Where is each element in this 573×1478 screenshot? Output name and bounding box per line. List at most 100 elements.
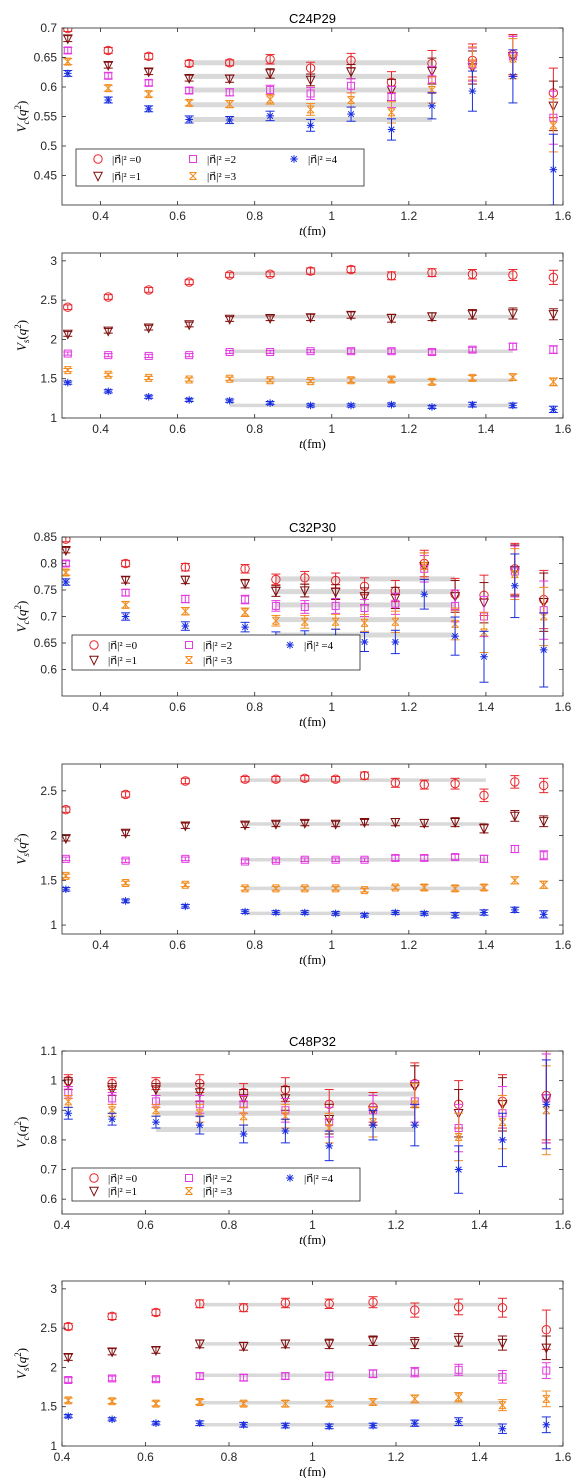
legend-item: |n⃗|² =1 [88, 655, 137, 667]
x-tick-label: 1.2 [401, 938, 418, 952]
series-4 [63, 1412, 551, 1434]
data-point [330, 819, 341, 830]
triangle-marker [324, 1339, 335, 1350]
data-point [479, 883, 489, 892]
hourglass-marker [272, 616, 280, 625]
circle-marker [224, 58, 235, 68]
data-point [144, 90, 154, 99]
triangle-marker [305, 313, 316, 324]
data-point [151, 1375, 161, 1384]
data-point [184, 73, 195, 84]
data-point [507, 307, 518, 320]
x-tick-label: 1.4 [478, 700, 495, 714]
data-point [450, 884, 460, 893]
data-point [306, 118, 316, 132]
data-point [184, 115, 194, 124]
triangle-marker [386, 314, 397, 325]
triangle-marker [107, 1085, 118, 1096]
triangle-marker [359, 592, 370, 603]
data-point [467, 345, 477, 354]
asterisk-marker [286, 641, 294, 649]
y-tick-label: 0.55 [34, 110, 58, 124]
data-layer [63, 1296, 552, 1434]
triangle-marker [507, 309, 518, 320]
data-point [62, 568, 71, 577]
data-point [121, 856, 131, 865]
triangle-marker [390, 817, 401, 828]
data-point [346, 264, 356, 275]
asterisk-marker [195, 1121, 204, 1129]
square-marker [121, 856, 130, 865]
data-point [548, 133, 558, 205]
circle-marker [224, 270, 235, 280]
asterisk-marker [498, 1136, 507, 1144]
data-point [271, 600, 281, 612]
data-point [107, 1415, 117, 1424]
legend-box [71, 1167, 361, 1202]
triangle-marker [346, 310, 357, 321]
data-point [390, 853, 400, 862]
asterisk-marker [391, 638, 400, 646]
data-point [510, 844, 520, 854]
x-axis-label: t(fm) [299, 1232, 326, 1247]
circle-marker [427, 267, 437, 278]
data-point [184, 375, 194, 384]
legend-label: |n⃗|² =2 [203, 640, 232, 652]
data-point [103, 387, 113, 396]
data-point [541, 1362, 551, 1379]
data-point [538, 815, 549, 828]
asterisk-marker [185, 396, 193, 404]
square-marker [239, 1373, 248, 1382]
circle-marker [508, 270, 518, 280]
asterisk-marker [454, 1417, 463, 1426]
data-point [240, 594, 250, 605]
data-point [410, 1103, 420, 1147]
hourglass-marker [391, 617, 400, 626]
y-tick-label: 1 [50, 1074, 57, 1088]
data-point [419, 883, 429, 892]
triangle-marker [184, 73, 195, 84]
x-tick-label: 1.6 [555, 422, 572, 436]
data-point [271, 614, 281, 627]
hourglass-marker [480, 883, 488, 892]
legend-item: |n⃗|² =2 [189, 154, 236, 166]
data-point [497, 1297, 508, 1318]
triangle-marker [180, 821, 191, 832]
data-point [324, 1130, 334, 1162]
data-point [508, 342, 518, 351]
square-marker [271, 601, 280, 610]
triangle-marker [240, 579, 251, 590]
data-point [331, 884, 341, 893]
data-point [103, 96, 113, 104]
data-point [410, 1394, 420, 1404]
asterisk-marker [306, 121, 315, 130]
data-point [387, 400, 397, 409]
series-4 [63, 378, 558, 414]
y-tick-label: 0.65 [34, 51, 58, 65]
asterisk-marker [369, 1421, 377, 1430]
x-tick-label: 0.6 [169, 700, 186, 714]
data-point [306, 87, 316, 100]
data-point [331, 597, 341, 614]
data-point [265, 348, 275, 356]
square-marker [508, 342, 517, 351]
data-point [450, 777, 460, 790]
data-point [467, 373, 477, 382]
asterisk-marker [420, 590, 429, 599]
data-point [144, 105, 154, 113]
square-marker [271, 856, 280, 865]
hourglass-marker [369, 1398, 377, 1406]
data-point [103, 84, 113, 93]
y-tick-label: 1 [50, 918, 57, 932]
asterisk-marker [152, 1118, 160, 1126]
data-point [184, 58, 194, 69]
data-point [390, 610, 400, 633]
circle-marker [479, 790, 489, 801]
hourglass-marker [549, 121, 558, 130]
data-layer [62, 28, 559, 205]
square-marker [410, 1368, 419, 1377]
data-point [120, 789, 131, 800]
asterisk-marker [410, 1121, 419, 1129]
triangle-marker [346, 67, 357, 78]
circle-marker [368, 1297, 378, 1307]
